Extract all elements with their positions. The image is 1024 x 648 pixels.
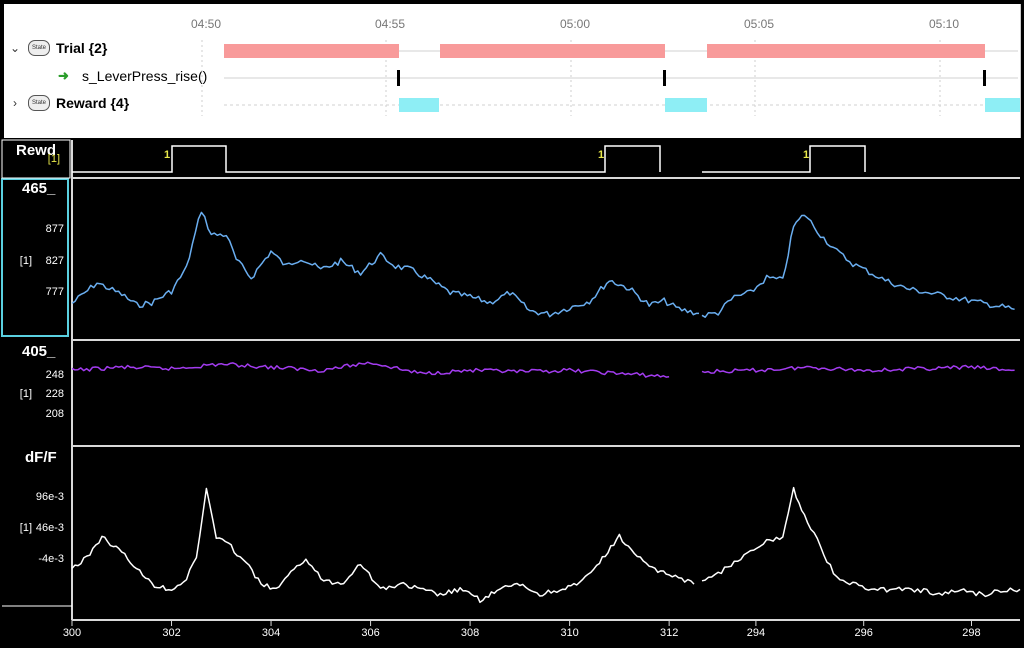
channel-name-dff: dF/F <box>25 449 57 466</box>
rewd-index-label: [1] <box>47 153 60 165</box>
x-tick-label: 302 <box>162 627 180 639</box>
channel-name-465: 465_ <box>22 180 56 197</box>
channel-name-405: 405_ <box>22 343 56 360</box>
timeline-row-leverpress[interactable]: ➜ s_LeverPress_rise() <box>58 68 207 84</box>
reward-step-trace <box>72 145 661 173</box>
event-timeline[interactable]: 04:50 04:55 05:00 05:05 05:10 ⌄ State Tr… <box>4 4 1021 138</box>
x-tick-label: 304 <box>262 627 280 639</box>
reward-step-trace <box>702 145 866 173</box>
index-label-dff: [1] <box>19 522 32 534</box>
channel-label-box <box>1 139 71 179</box>
row-label-leverpress: s_LeverPress_rise() <box>82 68 208 84</box>
leverpress-marker <box>663 70 666 86</box>
trace-dff <box>71 487 695 604</box>
trial-bar <box>707 44 985 58</box>
trace-465 <box>701 214 1015 318</box>
trial-bar <box>224 44 399 58</box>
x-tick-label: 306 <box>361 627 379 639</box>
reward-bar <box>399 98 439 112</box>
timeline-tick: 04:50 <box>190 17 222 31</box>
selected-channel-box <box>1 178 69 337</box>
x-tick-label: 312 <box>660 627 678 639</box>
trace-465 <box>71 211 699 318</box>
state-icon: State <box>28 95 50 111</box>
reward-marker-label: 1 <box>164 149 170 161</box>
y-tick-465: 827 <box>45 255 64 267</box>
event-icon: ➜ <box>58 68 69 83</box>
row-label-reward: Reward {4} <box>56 95 130 111</box>
x-tick-label: 310 <box>560 627 578 639</box>
reward-marker-label: 1 <box>598 149 604 161</box>
x-tick-label: 298 <box>962 627 980 639</box>
trace-405 <box>71 361 670 378</box>
timeline-tick: 05:10 <box>928 17 960 31</box>
y-tick-dff: -4e-3 <box>38 553 64 565</box>
y-tick-465: 877 <box>45 223 64 235</box>
state-icon: State <box>28 40 50 56</box>
reward-bar <box>665 98 707 112</box>
x-tick-label: 300 <box>63 627 81 639</box>
timeline-row-trial[interactable]: ⌄ State Trial {2} <box>8 40 107 56</box>
chevron-right-icon[interactable]: › <box>13 96 17 110</box>
x-tick-label: 296 <box>855 627 873 639</box>
trial-bar <box>440 44 665 58</box>
row-label-trial: Trial {2} <box>56 40 108 56</box>
timeline-tick: 05:00 <box>559 17 591 31</box>
x-tick-label: 308 <box>461 627 479 639</box>
y-tick-405: 248 <box>45 369 64 381</box>
y-tick-405: 228 <box>45 388 64 400</box>
trace-dff <box>701 486 1021 598</box>
x-tick-label: 294 <box>747 627 765 639</box>
reward-bar <box>985 98 1020 112</box>
trace-405 <box>701 364 1015 374</box>
chevron-down-icon[interactable]: ⌄ <box>9 41 21 55</box>
channel-name-rewd: Rewd <box>16 142 57 159</box>
reward-marker-label: 1 <box>803 149 809 161</box>
index-label-405: [1] <box>19 388 32 400</box>
leverpress-marker <box>983 70 986 86</box>
y-tick-405: 208 <box>45 408 64 420</box>
index-label-465: [1] <box>19 255 32 267</box>
y-tick-dff: 96e-3 <box>35 491 64 503</box>
y-tick-465: 777 <box>45 286 64 298</box>
y-tick-dff: 46e-3 <box>35 522 64 534</box>
timeline-tick: 04:55 <box>374 17 406 31</box>
leverpress-marker <box>397 70 400 86</box>
timeline-row-reward[interactable]: › State Reward {4} <box>8 95 129 111</box>
timeline-tick: 05:05 <box>743 17 775 31</box>
